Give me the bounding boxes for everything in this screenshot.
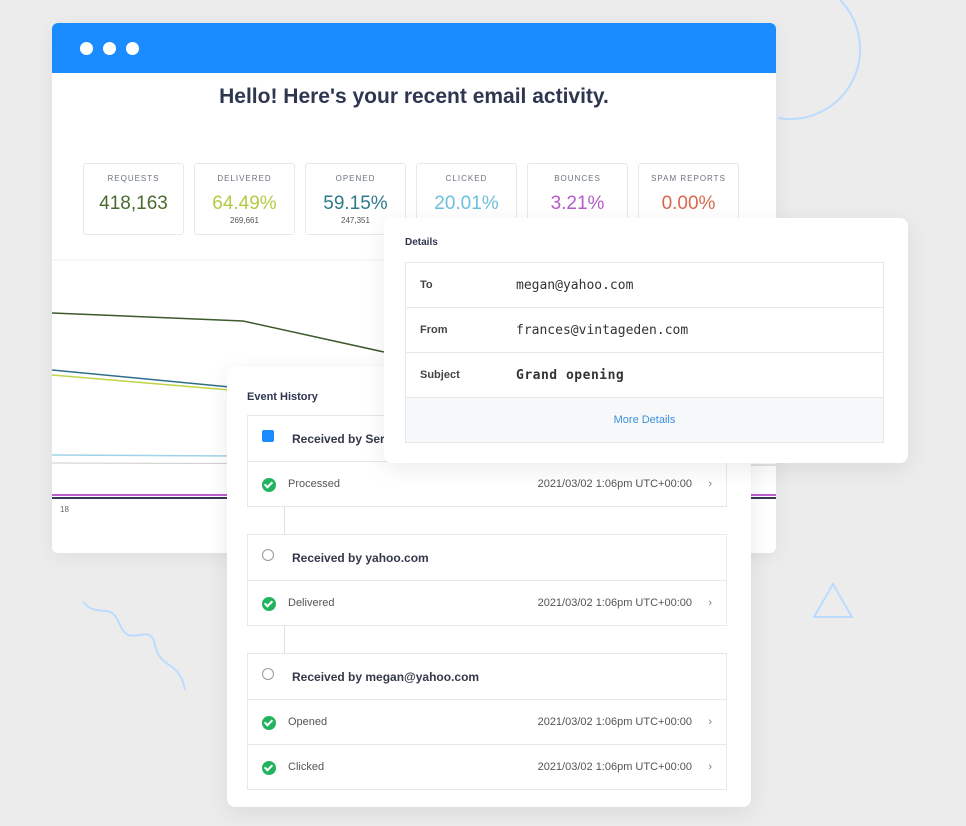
- chevron: ›: [708, 716, 712, 728]
- details-row: To megan@yahoo.com: [405, 262, 884, 308]
- details-value: Grand opening: [516, 367, 625, 383]
- details-card: Details To megan@yahoo.com From frances@vin…: [384, 218, 908, 463]
- event-status: Clicked: [288, 761, 325, 773]
- details-title: Details: [405, 237, 438, 248]
- event-status: Opened: [288, 716, 328, 728]
- chevron: ›: [708, 478, 712, 490]
- event-time: 2021/03/02 1:06pm UTC+00:00: [537, 478, 692, 490]
- check-icon: [262, 716, 276, 730]
- stat-sub: 247,351: [341, 216, 370, 225]
- chart-line: [52, 374, 231, 391]
- stat-label: OPENED: [335, 174, 376, 183]
- group-header: Received by Ser: [248, 416, 726, 461]
- stat-label: SPAM REPORTS: [651, 174, 726, 183]
- chevron: ›: [708, 597, 712, 609]
- group-icon: [262, 430, 274, 442]
- stat-value: 0.00%: [661, 193, 716, 214]
- stat-label: DELIVERED: [217, 174, 272, 183]
- stat-label: BOUNCES: [554, 174, 601, 183]
- stat-label: REQUESTS: [107, 174, 160, 183]
- details-label: To: [420, 279, 433, 291]
- stat-value: 64.49%: [212, 193, 277, 214]
- group-title: Received by megan@yahoo.com: [292, 669, 480, 684]
- group-title: Received by yahoo.com: [292, 550, 429, 565]
- details-row: Subject Grand opening: [405, 352, 884, 398]
- event-time: 2021/03/02 1:06pm UTC+00:00: [537, 597, 692, 609]
- stat-value: 3.21%: [550, 193, 605, 214]
- event-history-title: Event History: [247, 391, 318, 403]
- details-value: frances@vintageden.com: [516, 322, 689, 338]
- check-icon: [262, 478, 276, 492]
- more-details-link[interactable]: More Details: [405, 397, 884, 443]
- event-row[interactable]: Processed 2021/03/02 1:06pm UTC+00:00 ›: [248, 461, 726, 506]
- group-header: Received by yahoo.com: [248, 535, 726, 580]
- connector: [284, 507, 285, 534]
- stat-value: 418,163: [99, 193, 168, 214]
- event-row[interactable]: Delivered 2021/03/02 1:06pm UTC+00:00 ›: [248, 580, 726, 625]
- group-header: Received by megan@yahoo.com: [248, 654, 726, 699]
- triangle-decoration: [812, 581, 854, 618]
- details-value: megan@yahoo.com: [516, 277, 634, 293]
- connector: [284, 626, 285, 653]
- check-icon: [262, 761, 276, 775]
- check-icon: [262, 597, 276, 611]
- stat-card: REQUESTS 418,163: [83, 163, 184, 235]
- stat-value: 59.15%: [323, 193, 388, 214]
- event-group: Received by yahoo.com Delivered 2021/03/02…: [247, 534, 727, 626]
- x-tick-label: 18: [60, 505, 69, 514]
- stat-value: 20.01%: [434, 193, 499, 214]
- details-label: Subject: [420, 369, 460, 381]
- stat-sub: 269,661: [230, 216, 259, 225]
- event-group: Received by megan@yahoo.com Opened 2021/03…: [247, 653, 727, 790]
- window-bar: [52, 23, 776, 73]
- event-status: Delivered: [288, 597, 335, 609]
- chart-line: [52, 312, 385, 353]
- event-row[interactable]: Opened 2021/03/02 1:06pm UTC+00:00 ›: [248, 699, 726, 744]
- chevron: ›: [708, 761, 712, 773]
- chart-line: [52, 369, 231, 388]
- details-row: From frances@vintageden.com: [405, 307, 884, 353]
- event-time: 2021/03/02 1:06pm UTC+00:00: [537, 761, 692, 773]
- stat-label: CLICKED: [445, 174, 488, 183]
- squiggle-decoration: [82, 601, 186, 691]
- window-title: Hello! Here's your recent email activity…: [219, 85, 609, 108]
- group-icon: [262, 668, 274, 680]
- group-icon: [262, 549, 274, 561]
- window-dot: [126, 42, 139, 55]
- group-title: Received by Ser: [292, 431, 385, 446]
- event-time: 2021/03/02 1:06pm UTC+00:00: [537, 716, 692, 728]
- arc-decoration: [777, 0, 862, 121]
- window-dot: [80, 42, 93, 55]
- details-label: From: [420, 324, 448, 336]
- stat-card: DELIVERED 64.49% 269,661: [194, 163, 295, 235]
- window-dot: [103, 42, 116, 55]
- event-row[interactable]: Clicked 2021/03/02 1:06pm UTC+00:00 ›: [248, 744, 726, 789]
- event-status: Processed: [288, 478, 340, 490]
